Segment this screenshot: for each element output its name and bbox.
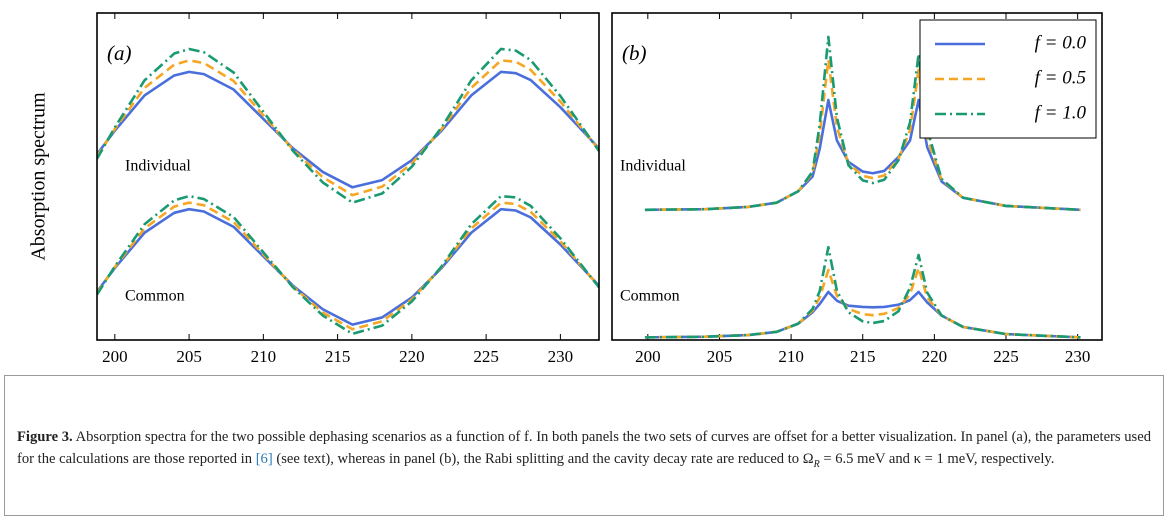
x-tick-label: 225 xyxy=(473,347,499,366)
series-line xyxy=(97,207,599,326)
x-tick-label: 220 xyxy=(399,347,425,366)
plot-lines xyxy=(644,35,1081,339)
x-tick-label: 205 xyxy=(176,347,202,366)
caption-subscript: R xyxy=(813,458,820,470)
caption-label: Figure 3. xyxy=(17,429,73,445)
x-tick-label: 220 xyxy=(922,347,948,366)
figure: 200205210215220225230ω [meV]Absorption s… xyxy=(28,12,1103,366)
annotation: Common xyxy=(620,288,680,305)
x-tick-label: 215 xyxy=(850,347,876,366)
plot-lines xyxy=(97,47,599,336)
x-tick-label: 210 xyxy=(778,347,804,366)
x-tick-label: 210 xyxy=(251,347,277,366)
annotation: Common xyxy=(125,288,185,305)
series-line xyxy=(644,266,1081,339)
legend-label: f = 0.5 xyxy=(1035,67,1086,88)
x-tick-label: 225 xyxy=(993,347,1019,366)
caption: Figure 3. Absorption spectra for the two… xyxy=(4,375,1164,516)
series-line xyxy=(644,290,1081,339)
reference-link[interactable]: [6] xyxy=(255,451,273,467)
series-line xyxy=(97,194,599,336)
series-line xyxy=(97,70,599,189)
legend-label: f = 0.0 xyxy=(1035,32,1087,53)
caption-text: = 6.5 meV and κ = 1 meV, respectively. xyxy=(819,451,1055,467)
annotation: Individual xyxy=(620,158,686,175)
x-tick-label: 200 xyxy=(635,347,661,366)
panel-label: (b) xyxy=(622,41,647,65)
legend-label: f = 1.0 xyxy=(1035,102,1087,123)
x-tick-label: 230 xyxy=(548,347,574,366)
caption-text: Absorption spectra for the two possible … xyxy=(17,429,1152,467)
series-line xyxy=(644,245,1081,339)
plot-frame xyxy=(611,12,1103,341)
annotation: Individual xyxy=(125,158,191,175)
x-tick-label: 200 xyxy=(102,347,128,366)
series-line xyxy=(97,59,599,197)
caption-text: (see text), whereas in panel (b), the Ra… xyxy=(272,451,814,467)
x-tick-label: 230 xyxy=(1065,347,1091,366)
plot-frame xyxy=(96,12,600,341)
series-line xyxy=(97,201,599,331)
series-line xyxy=(97,47,599,204)
panel-label: (a) xyxy=(107,41,132,65)
series-line xyxy=(644,35,1081,212)
x-tick-label: 215 xyxy=(325,347,351,366)
x-tick-label: 205 xyxy=(707,347,733,366)
y-axis-label: Absorption spectrum xyxy=(28,92,50,261)
